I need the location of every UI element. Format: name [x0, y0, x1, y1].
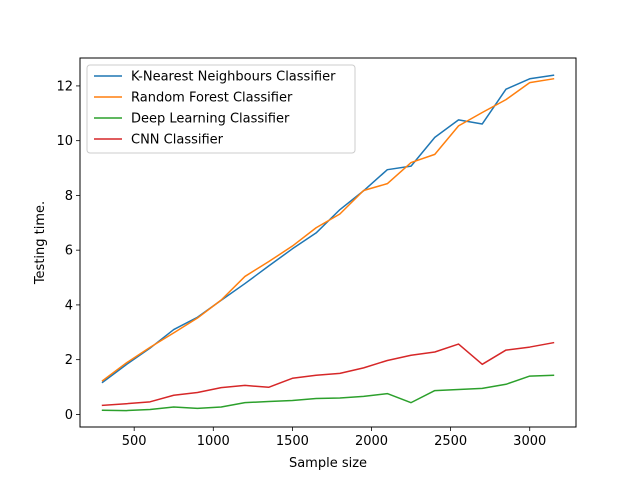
legend-label: Random Forest Classifier [131, 91, 293, 106]
x-tick-label: 1500 [276, 434, 309, 449]
y-tick-label: 6 [65, 244, 73, 259]
legend: K-Nearest Neighbours Classifier Random Fo… [86, 64, 356, 154]
y-tick-label: 10 [56, 134, 73, 149]
legend-box [86, 64, 356, 154]
y-tick-label: 0 [65, 408, 73, 423]
x-axis-ticks: 500 1000 1500 2000 2500 3000 [122, 427, 546, 449]
x-tick-label: 2500 [434, 434, 467, 449]
series-line-deep-learning-classifier [101, 374, 555, 412]
legend-label: Deep Learning Classifier [131, 112, 290, 127]
y-tick-label: 2 [65, 353, 73, 368]
y-tick-label: 8 [65, 189, 73, 204]
x-axis-label: Sample size [289, 456, 367, 471]
x-tick-label: 2000 [355, 434, 388, 449]
series-line-random-forest-classifier [101, 77, 555, 382]
y-tick-label: 12 [56, 79, 73, 94]
y-tick-label: 4 [65, 298, 73, 313]
axes-frame [79, 57, 577, 428]
plot-lines [101, 74, 555, 412]
legend-label: K-Nearest Neighbours Classifier [131, 70, 336, 85]
legend-label: CNN Classifier [131, 133, 224, 148]
y-axis-label: Testing time. [33, 201, 48, 285]
series-line-cnn-classifier [101, 341, 555, 407]
x-tick-label: 3000 [513, 434, 546, 449]
y-axis-ticks: 0 2 4 6 8 10 12 [56, 79, 80, 423]
x-tick-label: 1000 [197, 434, 230, 449]
x-tick-label: 500 [122, 434, 147, 449]
